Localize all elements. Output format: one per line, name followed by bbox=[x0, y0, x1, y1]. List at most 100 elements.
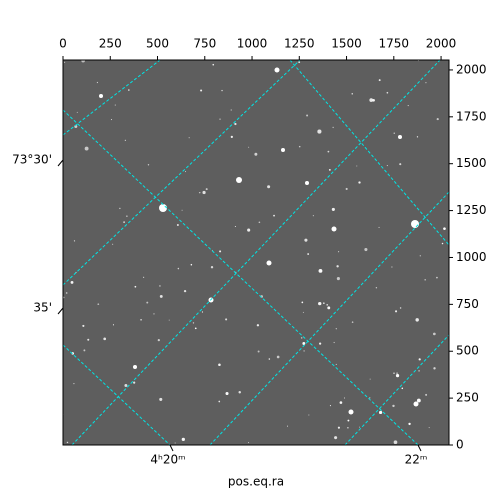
star bbox=[134, 285, 137, 288]
star bbox=[110, 119, 113, 121]
star bbox=[248, 146, 250, 148]
axes-frame bbox=[62, 59, 450, 446]
x-axis-label: pos.eq.ra bbox=[228, 475, 284, 489]
star bbox=[256, 324, 260, 327]
star bbox=[323, 302, 325, 304]
star bbox=[391, 266, 393, 268]
star bbox=[159, 397, 163, 401]
x-tick-label: 750 bbox=[193, 37, 216, 51]
star bbox=[119, 207, 121, 210]
star bbox=[317, 129, 322, 134]
star bbox=[331, 207, 335, 211]
star bbox=[407, 105, 409, 107]
star bbox=[146, 301, 149, 304]
x-tick-label: 1250 bbox=[284, 37, 315, 51]
x-tick-label: 1500 bbox=[331, 37, 362, 51]
star bbox=[408, 422, 411, 426]
star bbox=[157, 339, 160, 342]
star bbox=[82, 324, 85, 327]
star bbox=[219, 118, 221, 120]
star bbox=[378, 79, 381, 82]
star bbox=[418, 370, 420, 372]
x-tick-label: 1000 bbox=[237, 37, 268, 51]
y-tick-label: 0 bbox=[456, 438, 464, 452]
y-tick-label: 1000 bbox=[456, 250, 487, 264]
star bbox=[210, 266, 214, 269]
star bbox=[254, 152, 258, 156]
star bbox=[174, 442, 176, 444]
star bbox=[328, 168, 331, 171]
star bbox=[441, 242, 444, 245]
coordinate-grid bbox=[63, 60, 449, 445]
star bbox=[393, 440, 398, 445]
y-tick-label: 1500 bbox=[456, 156, 487, 170]
star bbox=[83, 349, 86, 352]
star bbox=[326, 303, 329, 306]
star bbox=[318, 268, 323, 273]
star bbox=[257, 350, 260, 353]
dec-tick-label: 73°30' bbox=[12, 153, 52, 167]
star bbox=[276, 355, 280, 359]
star bbox=[364, 247, 368, 252]
star bbox=[124, 383, 128, 387]
tick bbox=[169, 444, 174, 452]
ra-tick-label: 22ᵐ bbox=[405, 453, 428, 467]
y-tick-label: 1250 bbox=[456, 203, 487, 217]
star bbox=[73, 240, 76, 242]
star bbox=[312, 215, 314, 217]
star bbox=[396, 372, 398, 374]
star bbox=[319, 342, 322, 345]
star bbox=[247, 442, 250, 444]
star bbox=[336, 277, 340, 281]
x-tick-label: 2000 bbox=[426, 37, 457, 51]
star bbox=[181, 209, 183, 211]
star bbox=[286, 425, 289, 427]
star bbox=[419, 255, 421, 257]
star bbox=[128, 89, 130, 91]
star bbox=[369, 397, 371, 399]
star bbox=[176, 223, 179, 226]
tick bbox=[57, 307, 64, 315]
star bbox=[302, 311, 304, 313]
star bbox=[347, 419, 350, 422]
star bbox=[333, 341, 335, 344]
star bbox=[66, 441, 69, 444]
star bbox=[268, 358, 271, 360]
star bbox=[379, 410, 383, 415]
star bbox=[327, 150, 330, 153]
star bbox=[267, 185, 271, 189]
dec-tick-label: 35' bbox=[33, 301, 52, 315]
star bbox=[395, 310, 398, 313]
x-tick-label: 250 bbox=[99, 37, 122, 51]
star bbox=[87, 338, 90, 341]
star bbox=[76, 111, 78, 113]
star bbox=[192, 322, 195, 324]
grid-line bbox=[63, 60, 161, 136]
star bbox=[194, 327, 197, 330]
grid-line bbox=[63, 109, 419, 445]
star bbox=[298, 145, 301, 148]
star bbox=[386, 164, 388, 167]
star bbox=[159, 294, 163, 298]
star bbox=[416, 398, 421, 403]
x-tick-label: 1750 bbox=[379, 37, 410, 51]
grid-line bbox=[71, 60, 441, 445]
tick bbox=[57, 159, 64, 167]
star bbox=[84, 146, 89, 151]
star bbox=[218, 363, 221, 367]
star bbox=[336, 265, 339, 268]
star bbox=[234, 122, 237, 126]
star bbox=[143, 276, 145, 278]
star bbox=[307, 253, 310, 255]
star bbox=[304, 238, 308, 242]
star bbox=[399, 307, 402, 309]
star bbox=[334, 436, 338, 440]
star bbox=[306, 114, 309, 117]
star bbox=[212, 63, 215, 66]
star bbox=[273, 214, 275, 217]
star bbox=[153, 313, 155, 315]
star bbox=[97, 303, 100, 306]
star bbox=[432, 332, 436, 336]
star bbox=[205, 188, 208, 191]
stars bbox=[63, 60, 446, 445]
